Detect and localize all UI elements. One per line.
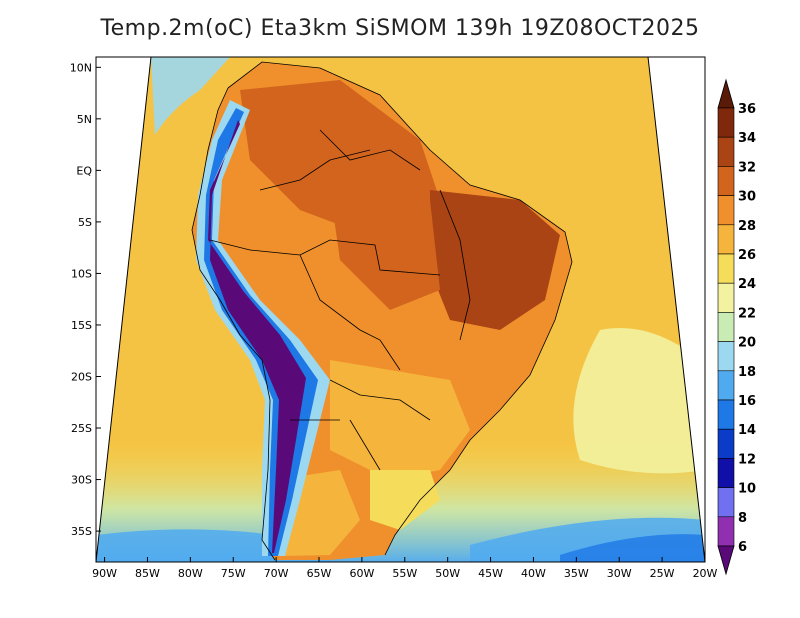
central-west-warm-area bbox=[300, 250, 360, 350]
colorbar-segment bbox=[717, 428, 735, 459]
lon-tick-label: 30W bbox=[607, 567, 632, 580]
colorbar-segment bbox=[717, 341, 735, 372]
colorbar-segment bbox=[717, 487, 735, 518]
axis-box bbox=[95, 56, 706, 563]
lat-tick-label: EQ bbox=[76, 164, 92, 177]
atlantic-pale-area bbox=[573, 328, 705, 474]
south-brazil-mild-area bbox=[330, 360, 470, 480]
lat-tick-label: 10N bbox=[70, 61, 92, 74]
uruguay-area bbox=[370, 470, 440, 530]
colorbar-label: 12 bbox=[738, 452, 756, 467]
colorbar-label: 20 bbox=[738, 336, 756, 351]
colorbar-label: 36 bbox=[738, 102, 756, 117]
lon-tick-label: 50W bbox=[435, 567, 460, 580]
lon-tick-label: 25W bbox=[650, 567, 675, 580]
colorbar-label: 34 bbox=[738, 131, 756, 146]
colorbar-label: 14 bbox=[738, 423, 756, 438]
colorbar-segment bbox=[717, 312, 735, 342]
lon-tick-label: 35W bbox=[564, 567, 589, 580]
latitude-ticks: 10N 5N EQ 5S 10S 15S 20S 25S 30S 35S bbox=[70, 61, 101, 538]
colorbar-segment bbox=[717, 370, 735, 401]
lon-tick-label: 70W bbox=[264, 567, 289, 580]
colorbar-segment bbox=[717, 224, 735, 255]
colorbar-segment bbox=[717, 253, 735, 284]
colorbar-segment bbox=[717, 195, 735, 226]
lon-tick-label: 40W bbox=[521, 567, 546, 580]
colorbar-segment bbox=[717, 282, 735, 313]
lon-tick-label: 80W bbox=[178, 567, 203, 580]
lat-tick-label: 30S bbox=[71, 474, 92, 487]
lon-tick-label: 85W bbox=[135, 567, 160, 580]
colorbar-label: 16 bbox=[738, 394, 756, 409]
map-title: Temp.2m(oC) Eta3km SiSMOM 139h 19Z08OCT2… bbox=[100, 16, 700, 41]
colorbar-label: 18 bbox=[738, 365, 756, 380]
country-borders bbox=[191, 61, 573, 561]
lon-tick-label: 75W bbox=[221, 567, 246, 580]
colorbar-label: 6 bbox=[738, 540, 747, 555]
colorbar-over-triangle bbox=[717, 78, 735, 109]
south-atlantic-deep-band bbox=[560, 534, 705, 562]
colorbar-segment bbox=[717, 166, 735, 196]
lat-tick-label: 15S bbox=[71, 319, 92, 332]
lat-tick-label: 35S bbox=[71, 525, 92, 538]
lat-tick-label: 10S bbox=[71, 267, 92, 280]
colorbar-segment bbox=[717, 136, 735, 167]
colorbar-segment bbox=[717, 107, 735, 138]
lat-tick-label: 5S bbox=[78, 216, 92, 229]
colorbar-segment bbox=[717, 399, 735, 430]
lat-tick-label: 20S bbox=[71, 370, 92, 383]
colorbar-label: 28 bbox=[738, 219, 756, 234]
colorbar: 6 8 10 12 14 16 18 20 22 24 26 28 30 32 34 36 bbox=[717, 78, 756, 576]
colorbar-label: 10 bbox=[738, 482, 756, 497]
colorbar-label: 22 bbox=[738, 306, 756, 321]
lon-tick-label: 90W bbox=[92, 567, 117, 580]
lon-tick-label: 65W bbox=[307, 567, 332, 580]
colorbar-label: 24 bbox=[738, 277, 756, 292]
northeast-hot-area bbox=[430, 190, 560, 330]
colorbar-label: 26 bbox=[738, 248, 756, 263]
map-field bbox=[96, 57, 705, 562]
colorbar-segment bbox=[717, 458, 735, 488]
lon-tick-label: 45W bbox=[478, 567, 503, 580]
lon-tick-label: 20W bbox=[693, 567, 718, 580]
colorbar-label: 32 bbox=[738, 160, 756, 175]
andes-coldest-band bbox=[208, 120, 306, 553]
caribbean-cool-area bbox=[151, 57, 230, 135]
central-hot-area bbox=[330, 190, 440, 310]
lat-tick-label: 25S bbox=[71, 422, 92, 435]
colorbar-under-triangle bbox=[717, 545, 735, 576]
colorbar-label: 30 bbox=[738, 190, 756, 205]
lon-tick-label: 55W bbox=[392, 567, 417, 580]
colorbar-segment bbox=[717, 516, 735, 547]
longitude-ticks: 90W 85W 80W 75W 70W 65W 60W 55W 50W 45W 40W 35W 30W 2… bbox=[92, 557, 718, 580]
colorbar-label: 8 bbox=[738, 511, 747, 526]
lat-tick-label: 5N bbox=[77, 113, 92, 126]
lon-tick-label: 60W bbox=[349, 567, 374, 580]
